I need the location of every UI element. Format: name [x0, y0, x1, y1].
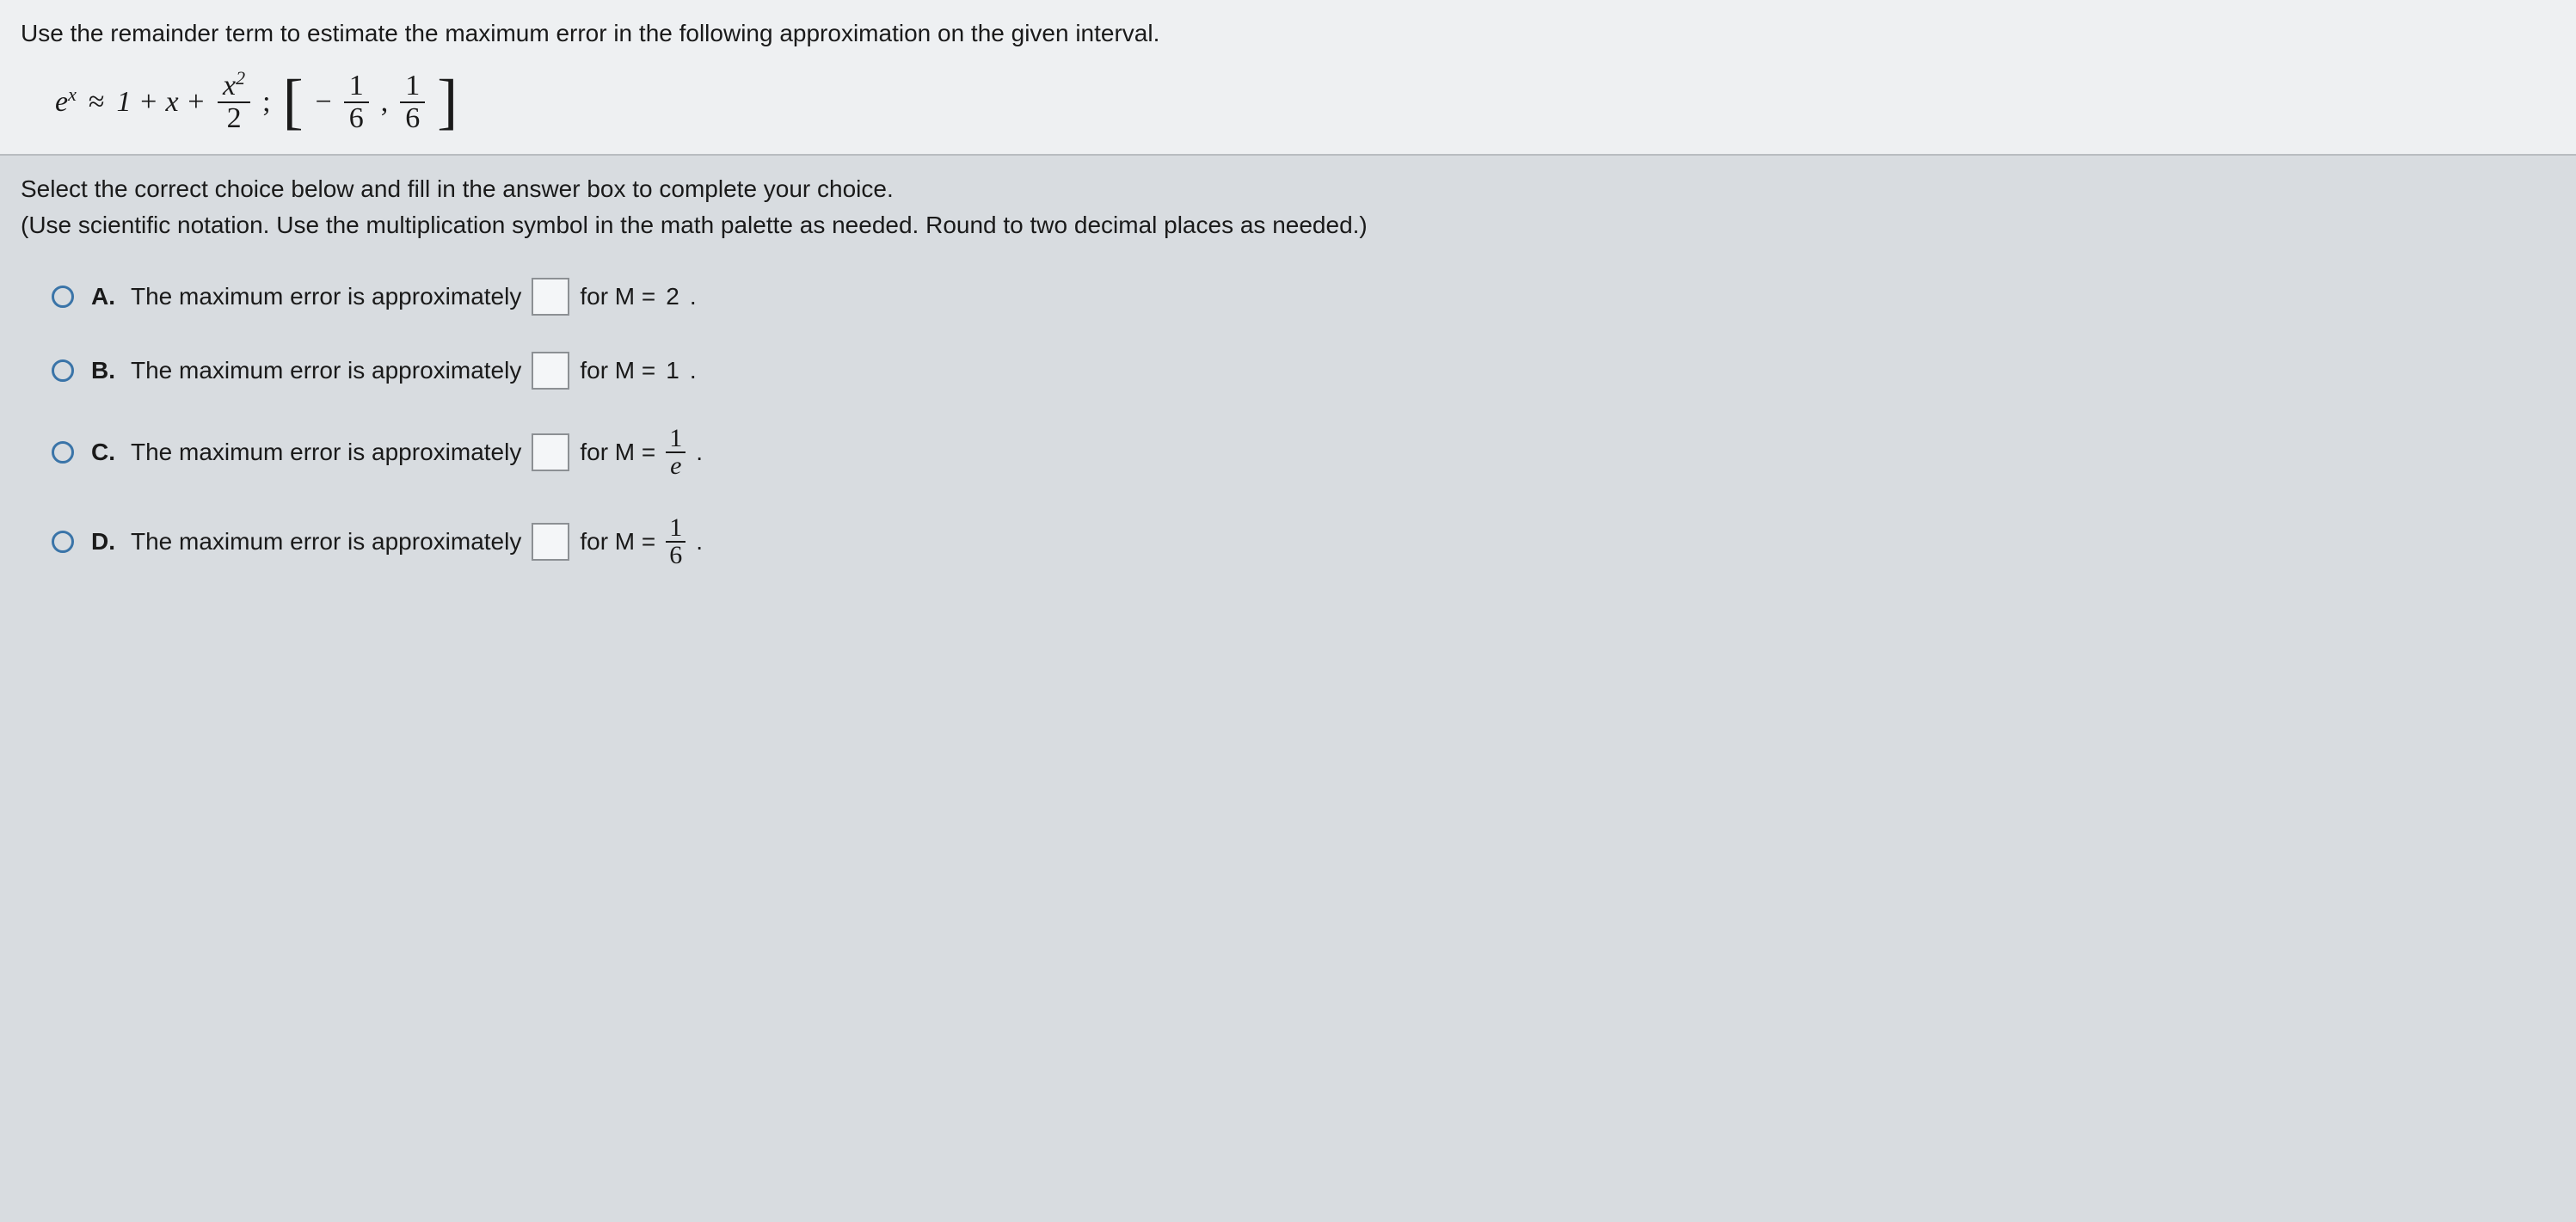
choice-c[interactable]: C. The maximum error is approximately fo… — [52, 426, 2555, 479]
choice-letter: B. — [91, 353, 119, 389]
interval-comma: , — [381, 80, 389, 124]
answer-input[interactable] — [532, 352, 569, 390]
radio-icon[interactable] — [52, 359, 74, 382]
interval-a: 1 6 — [344, 71, 369, 133]
approx-sign: ≈ — [89, 80, 105, 124]
choice-text: The maximum error is approximately for M… — [131, 426, 703, 479]
formula: ex ≈ 1 + x + x2 2 ; [ − 1 6 , 1 6 ] — [21, 71, 2555, 133]
answer-input[interactable] — [532, 278, 569, 316]
m-fraction: 1 6 — [666, 515, 685, 568]
radio-icon[interactable] — [52, 441, 74, 464]
interval-minus: − — [316, 80, 332, 124]
answer-input[interactable] — [532, 523, 569, 561]
bracket-open-icon: [ — [283, 74, 304, 130]
bracket-close-icon: ] — [437, 74, 458, 130]
choice-letter: D. — [91, 524, 119, 560]
answer-input[interactable] — [532, 433, 569, 471]
choice-text: The maximum error is approximately for M… — [131, 515, 703, 568]
choices-list: A. The maximum error is approximately fo… — [0, 254, 2576, 625]
m-fraction: 1 e — [666, 426, 685, 479]
choice-letter: A. — [91, 279, 119, 315]
radio-icon[interactable] — [52, 286, 74, 308]
choice-text: The maximum error is approximately for M… — [131, 352, 697, 390]
choice-a[interactable]: A. The maximum error is approximately fo… — [52, 278, 2555, 316]
choice-d[interactable]: D. The maximum error is approximately fo… — [52, 515, 2555, 568]
rhs-linear: 1 + x + — [117, 80, 206, 124]
lhs: ex — [55, 80, 77, 124]
radio-icon[interactable] — [52, 531, 74, 553]
rhs-fraction: x2 2 — [218, 71, 250, 133]
instruction-line-2: (Use scientific notation. Use the multip… — [21, 207, 2555, 243]
instructions: Select the correct choice below and fill… — [0, 156, 2576, 254]
choice-b[interactable]: B. The maximum error is approximately fo… — [52, 352, 2555, 390]
question-header: Use the remainder term to estimate the m… — [0, 0, 2576, 156]
instruction-line-1: Select the correct choice below and fill… — [21, 171, 2555, 207]
interval-b: 1 6 — [400, 71, 425, 133]
choice-text: The maximum error is approximately for M… — [131, 278, 697, 316]
choice-letter: C. — [91, 434, 119, 470]
separator: ; — [262, 80, 270, 124]
question-prompt: Use the remainder term to estimate the m… — [21, 15, 2555, 52]
